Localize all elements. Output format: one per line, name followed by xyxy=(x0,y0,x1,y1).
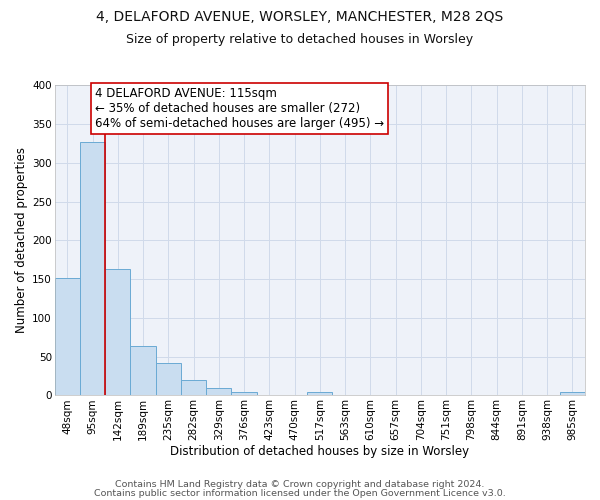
Bar xyxy=(156,363,181,396)
Text: Size of property relative to detached houses in Worsley: Size of property relative to detached ho… xyxy=(127,32,473,46)
Bar xyxy=(307,392,332,396)
Bar xyxy=(80,142,105,396)
Bar xyxy=(206,388,232,396)
Bar xyxy=(232,392,257,396)
Bar xyxy=(130,346,156,396)
Bar xyxy=(560,392,585,396)
Bar xyxy=(55,278,80,396)
Text: 4 DELAFORD AVENUE: 115sqm
← 35% of detached houses are smaller (272)
64% of semi: 4 DELAFORD AVENUE: 115sqm ← 35% of detac… xyxy=(95,87,384,130)
X-axis label: Distribution of detached houses by size in Worsley: Distribution of detached houses by size … xyxy=(170,444,469,458)
Bar xyxy=(181,380,206,396)
Bar xyxy=(105,269,130,396)
Text: 4, DELAFORD AVENUE, WORSLEY, MANCHESTER, M28 2QS: 4, DELAFORD AVENUE, WORSLEY, MANCHESTER,… xyxy=(97,10,503,24)
Text: Contains HM Land Registry data © Crown copyright and database right 2024.: Contains HM Land Registry data © Crown c… xyxy=(115,480,485,489)
Text: Contains public sector information licensed under the Open Government Licence v3: Contains public sector information licen… xyxy=(94,489,506,498)
Y-axis label: Number of detached properties: Number of detached properties xyxy=(15,148,28,334)
